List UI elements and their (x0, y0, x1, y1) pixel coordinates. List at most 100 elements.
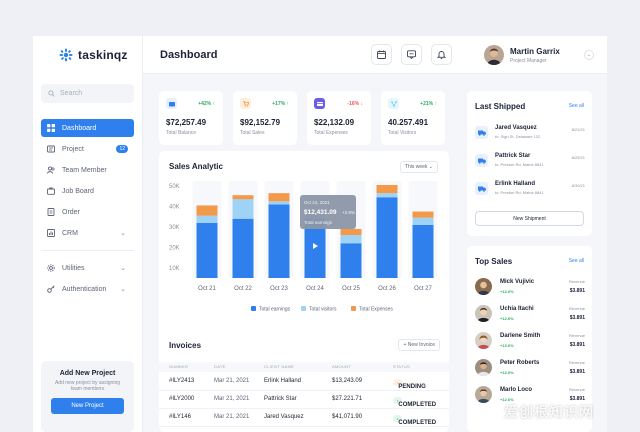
receipt-icon (47, 208, 55, 216)
sidebar-item-job-board[interactable]: Job Board (41, 182, 134, 200)
see-all-link[interactable]: See all (568, 103, 584, 109)
invoice-date: Mar 21, 2021 (214, 378, 250, 384)
folder-icon (47, 145, 55, 153)
briefcase-icon (47, 187, 55, 195)
top-sales-card: Top Sales See all Mick Vujivic +13.6% Re… (467, 246, 592, 432)
ship-date: 8/25/21 (571, 155, 585, 160)
sidebar-item-label: Job Board (62, 187, 94, 195)
stat-delta: -16% ↓ (347, 101, 363, 107)
notifications-button[interactable] (431, 44, 452, 65)
client-name: Erlink Halland (264, 378, 302, 384)
last-shipped-card: Last Shipped See all Jared Vasquez to: S… (467, 91, 592, 236)
list-item[interactable]: Erlink Halland to: Preston Rd, Maine 884… (475, 179, 585, 201)
table-row[interactable]: #ILY146 Mar 21, 2021 Jared Vasquez $41,0… (159, 409, 449, 427)
bar-segment (232, 199, 254, 219)
client-name: Jared Vasquez (264, 414, 304, 420)
sidebar-item-crm[interactable]: CRM ⌄ (41, 224, 134, 242)
ship-date: 8/30/21 (571, 183, 585, 188)
legend-swatch (301, 306, 306, 311)
new-project-button[interactable]: New Project (51, 398, 124, 414)
invoices-card: Invoices + New Invoice NUMBER DATE CLIEN… (159, 328, 449, 432)
y-tick-label: 40K (169, 204, 180, 210)
sidebar: taskinqz Search Dashboard Project 12 Tea… (33, 36, 143, 432)
sidebar-item-label: Authentication (62, 285, 107, 293)
user-avatar[interactable] (484, 45, 504, 65)
stat-delta: +42% ↑ (198, 101, 215, 107)
messages-button[interactable] (401, 44, 422, 65)
top-header: Dashboard Martin Garrix Project Manager … (143, 36, 607, 74)
y-tick-label: 10K (169, 266, 180, 272)
bar-segment (376, 193, 398, 198)
user-name: Martin Garrix (510, 47, 560, 56)
user-menu-toggle[interactable]: ⌄ (584, 50, 594, 60)
list-item[interactable]: Mick Vujivic +13.6% Revenue $3.891 (475, 276, 585, 302)
stat-label: Total Sales (240, 130, 265, 136)
sidebar-item-dashboard[interactable]: Dashboard (41, 119, 134, 137)
search-input[interactable]: Search (41, 84, 134, 103)
revenue-value: $3.891 (569, 288, 585, 294)
list-item[interactable]: Peter Roberts +13.6% Revenue $3.891 (475, 357, 585, 383)
list-item[interactable]: Pattrick Star to: Preston Rd, Maine 8841… (475, 151, 585, 173)
chart-period-select[interactable]: This week ⌄ (399, 161, 438, 173)
sidebar-nav: Dashboard Project 12 Team Member Job Boa… (41, 119, 134, 301)
calendar-button[interactable] (371, 44, 392, 65)
stat-label: Total Visitors (388, 130, 417, 136)
sidebar-item-authentication[interactable]: Authentication ⌄ (41, 280, 134, 298)
sidebar-item-label: Utilities (62, 264, 85, 272)
shipping-address: to: Sign St, Delaware 122 (495, 134, 541, 139)
table-row[interactable]: #ILY2000 Mar 21, 2021 Pattrick Star $27.… (159, 391, 449, 409)
users-icon (47, 166, 55, 174)
bar-segment (268, 193, 290, 202)
bar-segment (376, 197, 398, 278)
sidebar-item-order[interactable]: Order (41, 203, 134, 221)
seller-delta: +13.6% (500, 343, 514, 348)
table-row[interactable]: #ILY2413 Mar 21, 2021 Erlink Halland $13… (159, 373, 449, 391)
sidebar-item-project[interactable]: Project 12 (41, 140, 134, 158)
stat-card-sales: +17% ↑ $92,152.79 Total Sales (233, 91, 297, 145)
x-tick-label: Oct 21 (198, 286, 216, 292)
list-item[interactable]: Darlene Smith +13.6% Revenue $3.891 (475, 330, 585, 356)
seller-delta: +12.6% (500, 316, 514, 321)
calendar-icon (377, 50, 386, 59)
settings-icon (47, 264, 55, 272)
dashboard-frame: taskinqz Search Dashboard Project 12 Tea… (33, 36, 607, 432)
bar-segment (304, 218, 326, 278)
sales-analytic-card: Sales Analytic This week ⌄ 50K 40K 30K 20K 1… (159, 151, 449, 356)
shipping-address: to: Preston Rd, Maine 8841 (495, 190, 544, 195)
status-badge: • COMPLETED (393, 397, 436, 408)
stat-delta: +21% ↑ (420, 101, 437, 107)
new-invoice-button[interactable]: + New Invoice (398, 339, 440, 351)
panel-title: Top Sales (475, 257, 513, 266)
watermark-text: 爱创根知识网 (504, 404, 594, 420)
invoice-date: Mar 21, 2021 (214, 396, 250, 402)
bar-segment (268, 204, 290, 278)
avatar (475, 278, 492, 295)
sidebar-item-label: Project (62, 145, 84, 153)
panel-title: Last Shipped (475, 102, 526, 111)
app-name: taskinqz (78, 48, 128, 62)
sidebar-item-team-member[interactable]: Team Member (41, 161, 134, 179)
see-all-link[interactable]: See all (568, 258, 584, 264)
bar-segment (268, 201, 290, 205)
network-icon (388, 98, 399, 109)
app-logo[interactable]: taskinqz (59, 48, 128, 62)
list-item[interactable]: Marlo Loco +12.6% Revenue $3.891 (475, 384, 585, 410)
client-name: Pattrick Star (264, 396, 297, 402)
new-shipment-button[interactable]: New Shipment (475, 211, 584, 226)
sidebar-item-utilities[interactable]: Utilities ⌄ (41, 259, 134, 277)
recipient-name: Pattrick Star (495, 153, 531, 159)
seller-delta: +12.6% (500, 397, 514, 402)
invoice-amount: $27.221.71 (332, 396, 363, 402)
invoice-amount: $41,071.90 (332, 414, 363, 420)
chart-title: Sales Analytic (169, 162, 223, 171)
stat-value: 40.257.491 (388, 118, 429, 127)
chevron-down-icon: ⌄ (120, 265, 126, 272)
invoice-number: #ILY146 (169, 414, 191, 420)
stat-label: Total Balance (166, 130, 197, 136)
bar-segment (376, 184, 398, 194)
avatar (475, 386, 492, 403)
card-icon (314, 98, 325, 109)
list-item[interactable]: Uchia Itachi +12.6% Revenue $3.891 (475, 303, 585, 329)
x-tick-label: Oct 27 (414, 286, 432, 292)
list-item[interactable]: Jared Vasquez to: Sign St, Delaware 122 … (475, 123, 585, 145)
